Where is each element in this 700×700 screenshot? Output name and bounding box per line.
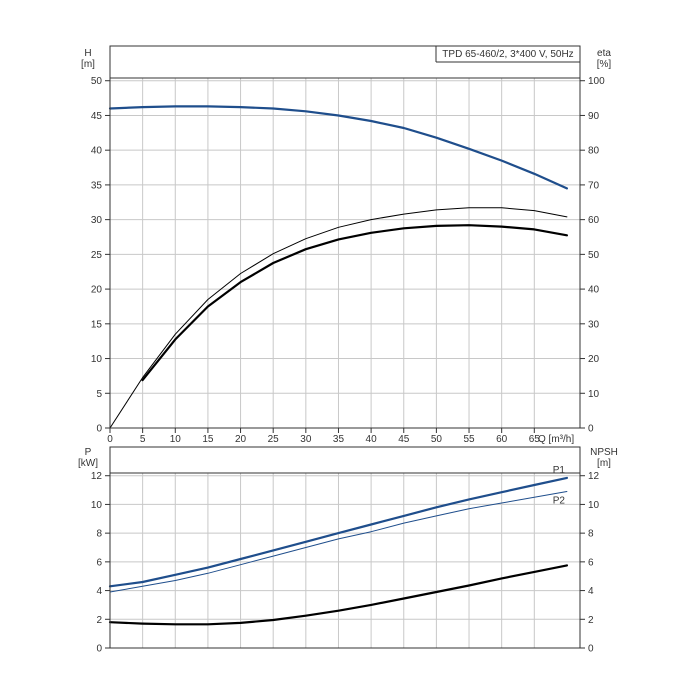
bottom-y-right-tick-label: 6 xyxy=(588,557,594,568)
series-label-p1: P1 xyxy=(553,465,566,476)
p-axis-label: P [kW] xyxy=(78,447,98,469)
bottom-y-right-tick-label: 2 xyxy=(588,615,594,626)
top-series-line-0 xyxy=(108,105,568,190)
top-series-line-2 xyxy=(141,224,568,382)
x-tick-label: 35 xyxy=(333,434,345,445)
x-tick-label: 65 xyxy=(529,434,541,445)
y-right-tick-label: 50 xyxy=(588,250,600,261)
y-left-tick-label: 40 xyxy=(91,146,103,157)
x-tick-label: 45 xyxy=(398,434,410,445)
y-right-tick-label: 0 xyxy=(588,424,594,435)
y-left-tick-label: 20 xyxy=(91,285,103,296)
y-left-tick-label: 5 xyxy=(96,389,102,400)
y-left-tick-label: 25 xyxy=(91,250,103,261)
bottom-chart-grid xyxy=(109,473,580,648)
y-right-tick-label: 100 xyxy=(588,76,605,87)
bottom-y-left-tick-label: 6 xyxy=(96,557,102,568)
top-chart-curves xyxy=(108,105,568,429)
y-left-tick-label: 15 xyxy=(91,319,103,330)
bottom-chart-curves xyxy=(108,476,568,626)
bottom-y-left-tick-label: 0 xyxy=(96,644,102,655)
top-chart-grid xyxy=(109,78,580,428)
y-left-tick-label: 35 xyxy=(91,180,103,191)
y-left-tick-label: 45 xyxy=(91,111,103,122)
y-right-tick-label: 60 xyxy=(588,215,600,226)
bottom-y-left-tick-label: 12 xyxy=(91,471,103,482)
x-tick-label: 25 xyxy=(268,434,280,445)
bottom-y-left-tick-label: 8 xyxy=(96,529,102,540)
bottom-y-right-tick-label: 10 xyxy=(588,500,600,511)
bottom-chart-frame xyxy=(109,446,581,649)
y-right-tick-label: 30 xyxy=(588,319,600,330)
x-tick-label: 0 xyxy=(107,434,113,445)
x-tick-label: 55 xyxy=(463,434,475,445)
bottom-y-left-tick-label: 10 xyxy=(91,500,103,511)
top-chart-ticks: 0 5 10 15 20 25 30 35 40 45 50 55 60 65 0 5 10 15 20 25 30 35… xyxy=(91,76,605,445)
bottom-y-left-tick-label: 2 xyxy=(96,615,102,626)
series-label-p2: P2 xyxy=(553,496,566,507)
y-right-tick-label: 80 xyxy=(588,146,600,157)
y-left-tick-label: 10 xyxy=(91,354,103,365)
bottom-y-right-tick-label: 12 xyxy=(588,471,600,482)
y-left-tick-label: 30 xyxy=(91,215,103,226)
eta-axis-label: eta [%] xyxy=(597,48,612,70)
y-right-tick-label: 40 xyxy=(588,285,600,296)
bottom-y-right-tick-label: 4 xyxy=(588,586,594,597)
bottom-series-line-2 xyxy=(108,564,568,626)
y-left-tick-label: 0 xyxy=(96,424,102,435)
y-right-tick-label: 10 xyxy=(588,389,600,400)
chart-title: TPD 65-460/2, 3*400 V, 50Hz xyxy=(442,49,573,60)
x-tick-label: 40 xyxy=(366,434,378,445)
x-tick-label: 60 xyxy=(496,434,508,445)
bottom-chart-ticks: 0 2 4 6 8 10 12 0 2 4 6 8 10 12 xyxy=(91,471,600,654)
bottom-y-left-tick-label: 4 xyxy=(96,586,102,597)
bottom-series-line-1 xyxy=(109,491,568,593)
q-axis-label: Q [m³/h] xyxy=(538,434,574,445)
x-tick-label: 30 xyxy=(300,434,312,445)
y-right-tick-label: 90 xyxy=(588,111,600,122)
bottom-y-right-tick-label: 0 xyxy=(588,644,594,655)
top-chart-frame xyxy=(109,45,581,429)
x-tick-label: 20 xyxy=(235,434,247,445)
x-tick-label: 5 xyxy=(140,434,146,445)
series-labels: P1 P2 xyxy=(553,465,566,507)
bottom-series-line-0 xyxy=(108,476,568,588)
x-tick-label: 50 xyxy=(431,434,443,445)
npsh-axis-label: NPSH [m] xyxy=(590,447,618,469)
y-right-tick-label: 20 xyxy=(588,354,600,365)
h-axis-label: H [m] xyxy=(81,48,95,70)
y-right-tick-label: 70 xyxy=(588,180,600,191)
x-tick-label: 10 xyxy=(170,434,182,445)
y-left-tick-label: 50 xyxy=(91,76,103,87)
top-series-line-1 xyxy=(109,207,568,429)
bottom-y-right-tick-label: 8 xyxy=(588,529,594,540)
x-tick-label: 15 xyxy=(202,434,214,445)
